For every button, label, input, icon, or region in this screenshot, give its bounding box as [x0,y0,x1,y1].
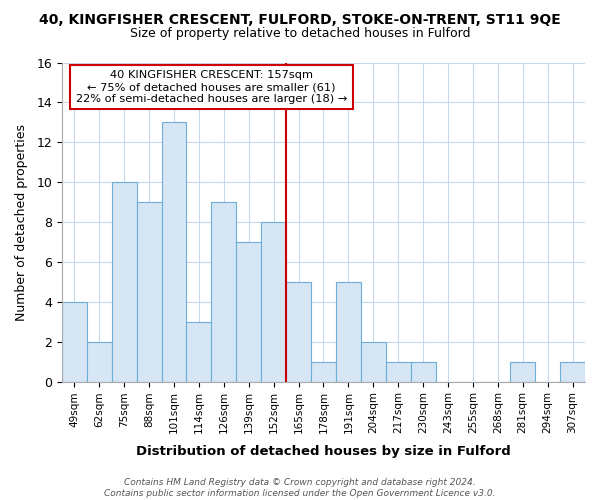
Bar [211,202,236,382]
Text: 40, KINGFISHER CRESCENT, FULFORD, STOKE-ON-TRENT, ST11 9QE: 40, KINGFISHER CRESCENT, FULFORD, STOKE-… [39,12,561,26]
X-axis label: Distribution of detached houses by size in Fulford: Distribution of detached houses by size … [136,444,511,458]
Bar [161,122,187,382]
Y-axis label: Number of detached properties: Number of detached properties [15,124,28,320]
Bar [236,242,261,382]
Bar [410,362,436,382]
Bar [361,342,386,382]
Bar [311,362,336,382]
Bar [62,302,87,382]
Bar [336,282,361,382]
Text: 40 KINGFISHER CRESCENT: 157sqm
← 75% of detached houses are smaller (61)
22% of : 40 KINGFISHER CRESCENT: 157sqm ← 75% of … [76,70,347,104]
Bar [137,202,161,382]
Text: Contains HM Land Registry data © Crown copyright and database right 2024.
Contai: Contains HM Land Registry data © Crown c… [104,478,496,498]
Bar [87,342,112,382]
Bar [560,362,585,382]
Bar [386,362,410,382]
Text: Size of property relative to detached houses in Fulford: Size of property relative to detached ho… [130,28,470,40]
Bar [112,182,137,382]
Bar [261,222,286,382]
Bar [286,282,311,382]
Bar [187,322,211,382]
Bar [510,362,535,382]
